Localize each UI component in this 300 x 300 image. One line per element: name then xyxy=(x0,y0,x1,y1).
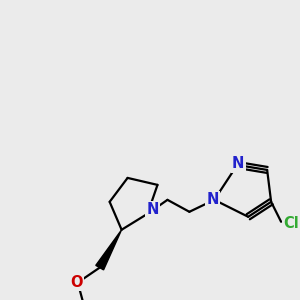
Text: Cl: Cl xyxy=(283,216,299,231)
Text: N: N xyxy=(206,192,218,207)
Text: O: O xyxy=(70,275,83,290)
Text: N: N xyxy=(232,157,244,172)
Polygon shape xyxy=(96,230,122,270)
Text: N: N xyxy=(146,202,159,217)
